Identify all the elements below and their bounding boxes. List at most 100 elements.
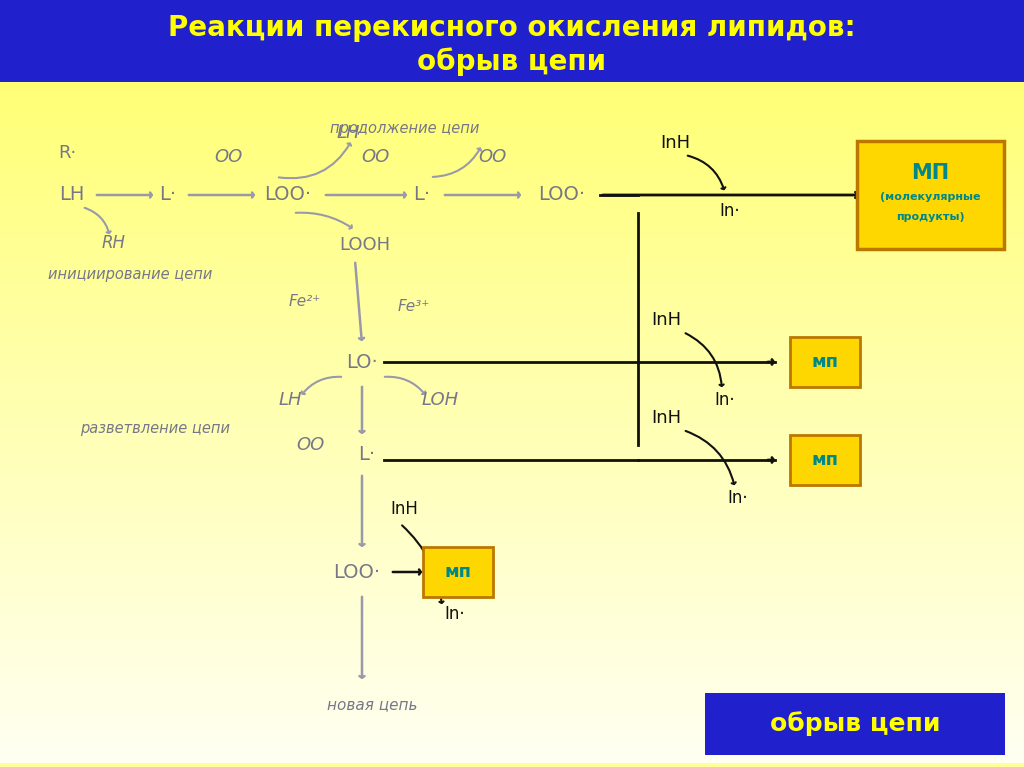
Bar	[0, 629, 1024, 633]
Bar	[0, 357, 1024, 360]
Bar	[0, 644, 1024, 648]
Text: In·: In·	[728, 489, 749, 507]
Bar	[0, 111, 1024, 115]
Bar	[0, 38, 1024, 42]
Bar	[0, 215, 1024, 219]
Bar	[0, 518, 1024, 522]
Bar	[0, 560, 1024, 564]
Text: продукты): продукты)	[896, 212, 965, 222]
Bar	[0, 92, 1024, 96]
Text: разветвление цепи: разветвление цепи	[80, 422, 230, 436]
Bar	[0, 81, 1024, 84]
Bar	[0, 384, 1024, 387]
Bar	[0, 203, 1024, 207]
Bar	[0, 740, 1024, 744]
Bar	[0, 460, 1024, 464]
Bar	[0, 261, 1024, 265]
Bar	[0, 418, 1024, 422]
Bar	[0, 479, 1024, 483]
Text: LO·: LO·	[346, 353, 378, 371]
Bar	[0, 173, 1024, 176]
Bar	[0, 8, 1024, 12]
Bar	[0, 533, 1024, 537]
Bar	[0, 713, 1024, 717]
Bar	[0, 35, 1024, 38]
Text: инициирование цепи: инициирование цепи	[48, 268, 212, 282]
Bar	[0, 679, 1024, 683]
Bar	[0, 0, 1024, 4]
FancyBboxPatch shape	[705, 693, 1005, 755]
Bar	[0, 514, 1024, 518]
Bar	[0, 349, 1024, 353]
Bar	[0, 399, 1024, 403]
Bar	[0, 422, 1024, 426]
Bar	[0, 537, 1024, 541]
Bar	[0, 12, 1024, 15]
Text: L·: L·	[414, 186, 430, 205]
Bar	[0, 238, 1024, 242]
Bar	[0, 391, 1024, 395]
Text: In·: In·	[715, 391, 735, 409]
Bar	[0, 230, 1024, 234]
Bar	[0, 610, 1024, 614]
Bar	[0, 249, 1024, 253]
Bar	[0, 307, 1024, 311]
Bar	[0, 667, 1024, 671]
Bar	[0, 564, 1024, 568]
Bar	[0, 690, 1024, 694]
Bar	[0, 188, 1024, 192]
Bar	[0, 207, 1024, 211]
Bar	[0, 748, 1024, 752]
Bar	[0, 115, 1024, 119]
Bar	[0, 464, 1024, 468]
Text: InH: InH	[651, 409, 681, 427]
Bar	[0, 683, 1024, 686]
Bar	[0, 556, 1024, 560]
Bar	[0, 58, 1024, 61]
Bar	[0, 445, 1024, 449]
Text: LOO·: LOO·	[264, 186, 311, 205]
Bar	[0, 127, 1024, 130]
Text: Реакции перекисного окисления липидов:: Реакции перекисного окисления липидов:	[168, 14, 856, 42]
Bar	[0, 744, 1024, 748]
Bar	[0, 184, 1024, 188]
Bar	[0, 525, 1024, 529]
Bar	[0, 617, 1024, 621]
FancyBboxPatch shape	[790, 337, 860, 387]
Bar	[0, 341, 1024, 345]
Text: мп: мп	[811, 451, 839, 469]
Bar	[0, 499, 1024, 502]
Bar	[0, 472, 1024, 476]
Bar	[0, 222, 1024, 226]
Bar	[0, 27, 1024, 31]
Bar	[0, 295, 1024, 299]
FancyBboxPatch shape	[423, 547, 493, 597]
Bar	[0, 648, 1024, 652]
Bar	[0, 284, 1024, 288]
Bar	[0, 468, 1024, 472]
Text: LH: LH	[336, 124, 359, 142]
Bar	[0, 426, 1024, 430]
Bar	[0, 345, 1024, 349]
Bar	[0, 476, 1024, 479]
Bar	[0, 410, 1024, 414]
Bar	[0, 31, 1024, 35]
Text: LOH: LOH	[422, 391, 459, 409]
Bar	[0, 721, 1024, 725]
Text: МП: МП	[911, 163, 949, 183]
Bar	[0, 433, 1024, 437]
Bar	[0, 299, 1024, 303]
Bar	[0, 541, 1024, 545]
Bar	[0, 571, 1024, 575]
Text: Fe²⁺: Fe²⁺	[289, 295, 322, 310]
Bar	[0, 725, 1024, 729]
Bar	[0, 407, 1024, 410]
Bar	[0, 169, 1024, 173]
Text: продолжение цепи: продолжение цепи	[331, 121, 479, 137]
Bar	[0, 134, 1024, 138]
Bar	[0, 752, 1024, 755]
Bar	[0, 568, 1024, 571]
Bar	[0, 663, 1024, 667]
Bar	[0, 545, 1024, 548]
Bar	[0, 633, 1024, 637]
